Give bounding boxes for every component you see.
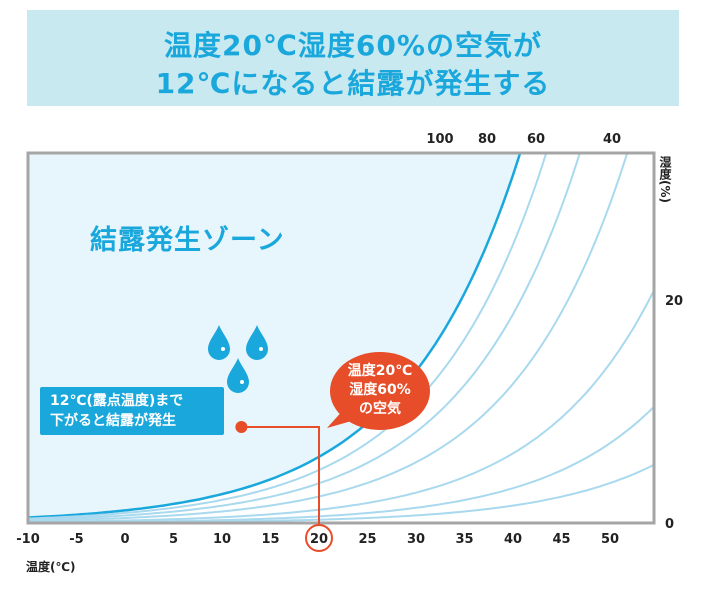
air-condition-bubble: 温度20℃ 湿度60% の空気 [330,352,430,430]
curve-label-80: 80 [478,132,496,147]
x-tick-0: 0 [120,532,129,547]
x-tick-25: 25 [358,532,376,547]
x-tick-20: 20 [310,532,328,547]
curve-20 [28,288,654,523]
x-tick--10: -10 [16,532,40,547]
bubble-line-3: の空気 [359,401,401,417]
dew-callout-line-1: 12℃(露点温度)まで [50,393,184,409]
title-line-1: 温度20℃湿度60%の空気が [164,29,542,62]
bubble-line-2: 湿度60% [349,382,411,398]
x-tick-10: 10 [213,532,231,547]
curve-40 [28,153,629,522]
x-axis-ticks: -10 -5 0 5 10 15 20 25 30 35 40 45 50 [16,524,619,552]
title-line-2: 12℃になると結露が発生する [155,67,551,100]
x-axis-title: 温度(℃) [26,560,76,574]
curve-60 [28,153,581,521]
water-drop-highlight [221,347,225,351]
plot-frame [26,151,656,525]
cooling-path-line [241,426,320,524]
y-tick-20: 20 [665,294,683,309]
water-drop-highlight [259,347,263,351]
y-tick-0: 0 [665,517,674,532]
humidity-curves [28,153,654,523]
water-drop-icon [208,325,230,360]
curve-100 [28,153,522,519]
title-band: 温度20℃湿度60%の空気が 12℃になると結露が発生する [27,10,679,106]
x-tick-15: 15 [261,532,279,547]
dew-callout-line-2: 下がると結露が発生 [50,413,176,429]
highlight-ring-20 [305,524,333,552]
x-tick-45: 45 [552,532,570,547]
y-axis-title: 湿度(%) [658,156,672,203]
x-tick--5: -5 [69,532,83,547]
curve-label-40: 40 [603,132,621,147]
curve-label-60: 60 [527,132,545,147]
water-drop-icon [246,325,268,360]
condensation-zone-label: 結露発生ゾーン [90,225,285,256]
bubble-line-1: 温度20℃ [347,363,413,379]
water-drops [208,325,268,393]
x-tick-35: 35 [455,532,473,547]
curve-80 [28,153,548,520]
water-drop-icon [227,358,249,393]
curve-label-100: 100 [426,132,453,147]
dew-point-callout: 12℃(露点温度)まで 下がると結露が発生 [40,387,224,435]
x-tick-40: 40 [504,532,522,547]
dew-point-marker [235,421,248,433]
x-tick-50: 50 [601,532,619,547]
water-drop-highlight [240,380,244,384]
curve-labels: 100 80 60 40 [426,132,621,147]
x-tick-30: 30 [407,532,425,547]
y-axis-ticks: 0 20 [665,294,683,532]
x-tick-5: 5 [169,532,178,547]
